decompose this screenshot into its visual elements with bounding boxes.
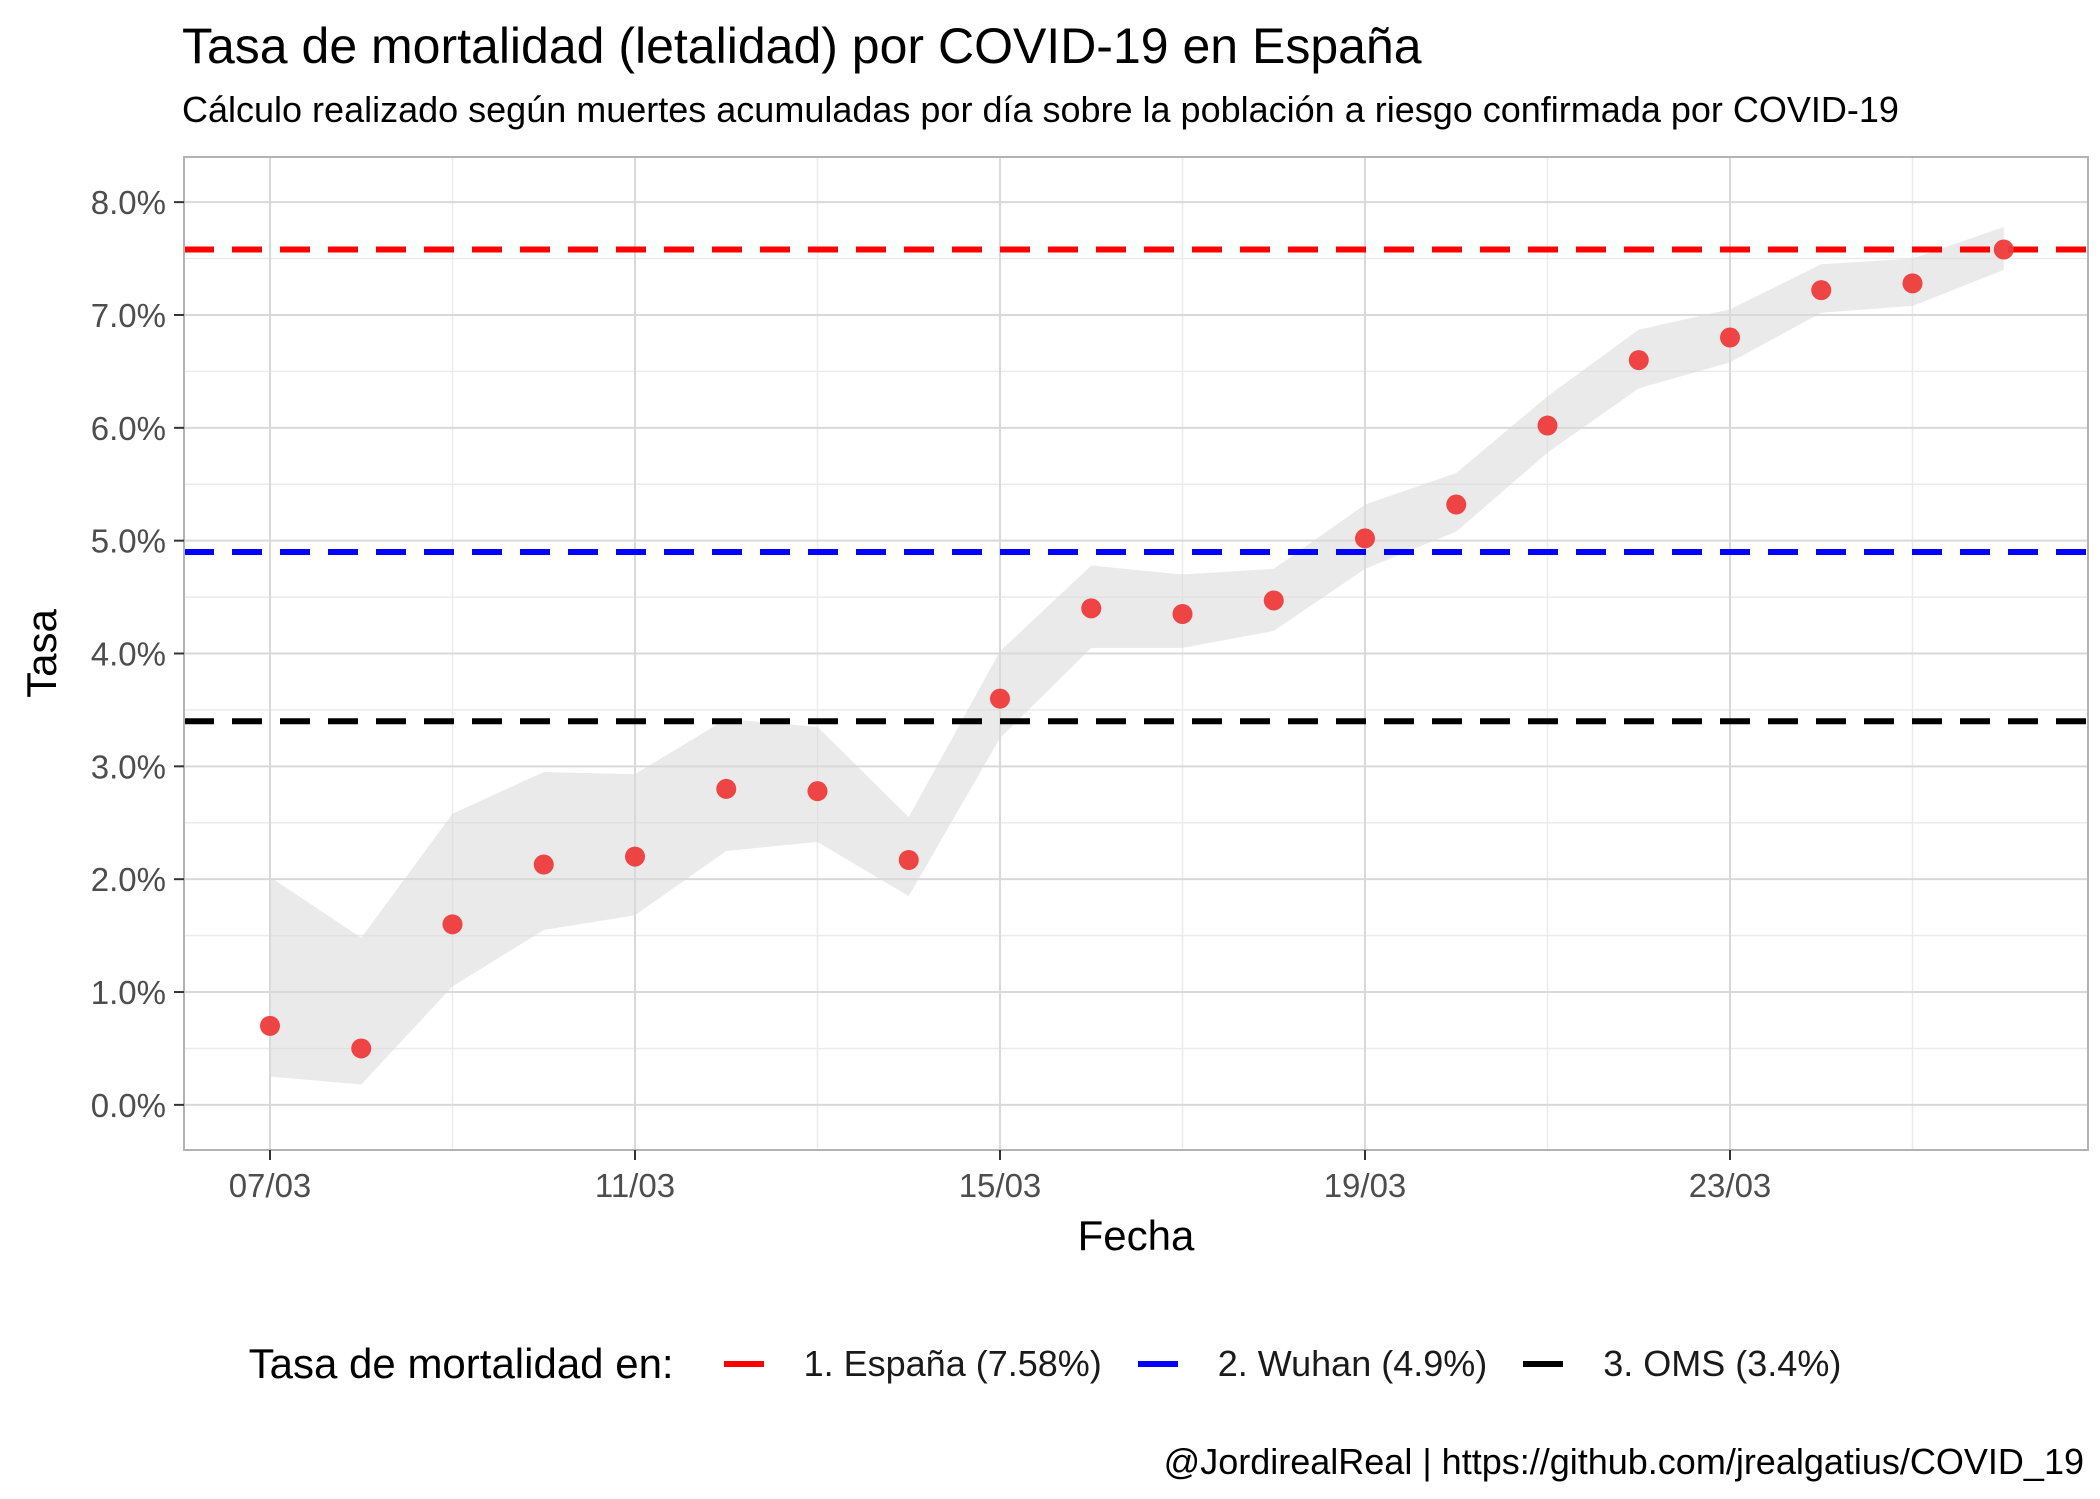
x-tick-label: 07/03 <box>229 1167 312 1204</box>
x-tick-label: 23/03 <box>1689 1167 1772 1204</box>
y-tick-label: 5.0% <box>91 523 166 560</box>
data-point <box>1172 604 1193 625</box>
legend: Tasa de mortalidad en: 1. España (7.58%)… <box>0 1340 2100 1388</box>
x-tick-label: 15/03 <box>959 1167 1042 1204</box>
legend-label: 2. Wuhan (4.9%) <box>1217 1343 1488 1384</box>
y-tick-label: 8.0% <box>91 184 166 221</box>
x-tick-label: 11/03 <box>595 1167 675 1204</box>
chart-title: Tasa de mortalidad (letalidad) por COVID… <box>182 18 1422 74</box>
y-tick-label: 3.0% <box>91 748 166 785</box>
legend-title: Tasa de mortalidad en: <box>248 1340 674 1387</box>
legend-key-blue-dash <box>1122 1344 1194 1384</box>
legend-item-oms: 3. OMS (3.4%) <box>1507 1343 1841 1385</box>
y-tick-label: 1.0% <box>91 974 166 1011</box>
data-point <box>990 688 1010 709</box>
y-tick-label: 0.0% <box>91 1087 166 1124</box>
legend-item-espana: 1. España (7.58%) <box>708 1343 1102 1385</box>
legend-label: 3. OMS (3.4%) <box>1603 1343 1842 1384</box>
y-tick-label: 6.0% <box>91 410 166 447</box>
data-point <box>1902 273 1923 294</box>
legend-key-black-dash <box>1507 1344 1579 1384</box>
data-point <box>1263 590 1284 611</box>
data-point <box>1081 598 1102 619</box>
caption: @JordirealReal | https://github.com/jrea… <box>1163 1441 2084 1482</box>
x-tick-label: 19/03 <box>1324 1167 1407 1204</box>
chart-subtitle: Cálculo realizado según muertes acumulad… <box>182 89 1899 130</box>
confidence-band <box>270 226 2004 1085</box>
data-point <box>1537 415 1558 436</box>
data-point <box>1811 280 1832 301</box>
y-tick-label: 7.0% <box>91 297 166 334</box>
data-point <box>442 914 463 935</box>
data-point <box>625 846 645 867</box>
grid-lines <box>184 157 2088 1150</box>
data-point <box>1355 528 1375 549</box>
data-point <box>533 854 554 875</box>
data-point <box>716 778 737 799</box>
reference-lines <box>184 246 2088 725</box>
data-point <box>1720 327 1740 348</box>
axes: 0.0% 1.0% 2.0% 3.0% 4.0% 5.0% 6.0% 7.0% 8.0% 07/0… <box>18 156 2089 1259</box>
y-axis-label: Tasa <box>18 609 65 698</box>
confidence-ribbon <box>270 226 2004 1085</box>
data-point <box>1993 239 2014 260</box>
y-tick-label: 2.0% <box>91 861 166 898</box>
legend-key-red-dash <box>708 1344 780 1384</box>
data-point <box>807 781 828 802</box>
data-points <box>260 239 2014 1059</box>
data-point <box>1628 350 1649 371</box>
x-axis-label: Fecha <box>1078 1212 1195 1259</box>
data-point <box>898 849 919 870</box>
legend-label: 1. España (7.58%) <box>803 1343 1102 1384</box>
legend-item-wuhan: 2. Wuhan (4.9%) <box>1122 1343 1487 1385</box>
y-tick-label: 4.0% <box>91 636 166 673</box>
data-point <box>1446 494 1467 515</box>
data-point <box>351 1038 372 1059</box>
data-point <box>260 1015 280 1036</box>
